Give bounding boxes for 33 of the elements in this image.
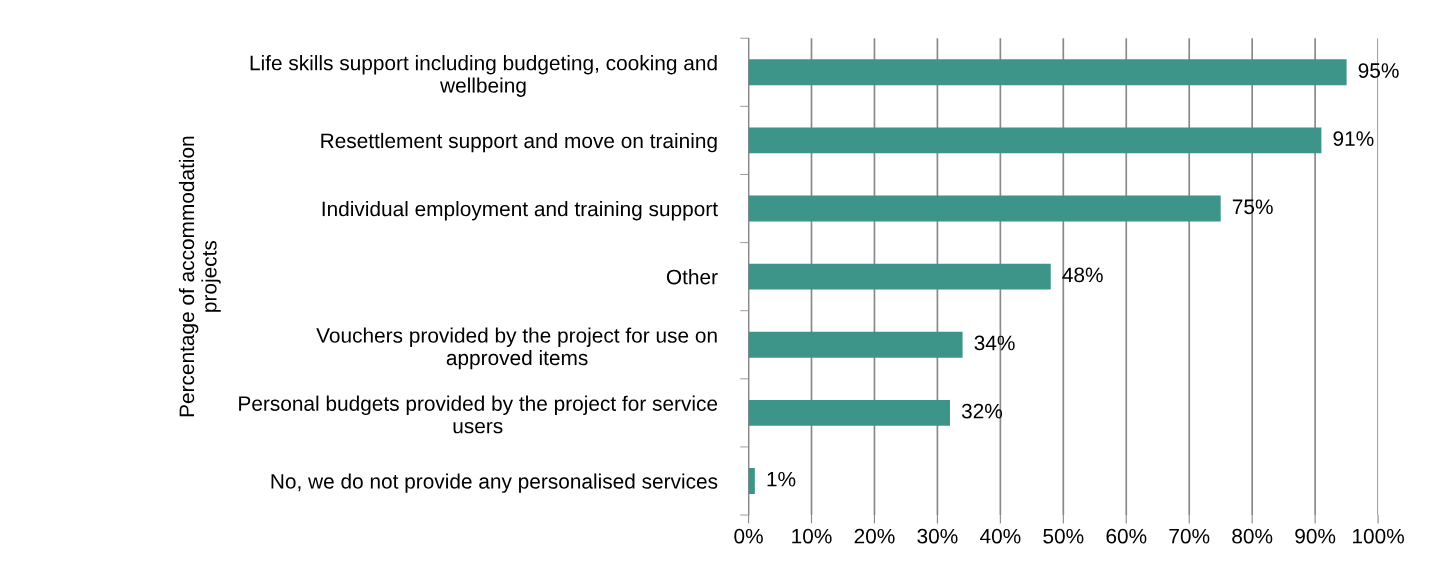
data-label: 1% [767,471,796,487]
x-tick-label: 20% [854,528,895,544]
y-axis-title: Percentage of accommodation projects [178,136,221,417]
y-tick-label: Other [666,269,718,285]
y-tick-label: Resettlement support and move on training [321,132,717,153]
y-tick-label: Vouchers provided by the project for use on approved items [316,327,717,370]
bar [748,127,1322,154]
data-label: 48% [1062,267,1103,283]
x-tick-label: 10% [792,528,832,544]
x-tick-label: 30% [917,528,958,544]
y-tick-label: Individual employment and training support [322,200,718,221]
data-label: 95% [1358,63,1399,78]
y-tick-label: Personal budgets provided by the project for service users [239,395,718,434]
x-tick-label: 0% [734,528,763,544]
data-label: 75% [1232,199,1273,215]
bar [748,399,950,426]
y-tick-label: No, we do not provide any personalised services [271,473,718,493]
x-tick-label: 70% [1169,528,1210,544]
bar [748,263,1051,290]
bar [748,331,963,358]
bar [748,468,755,494]
bar [748,195,1221,222]
x-tick-label: 90% [1295,528,1336,544]
x-tick-label: 80% [1232,528,1273,544]
data-label: 34% [974,335,1015,351]
x-tick-label: 40% [979,528,1021,544]
data-label: 91% [1333,131,1374,147]
data-label: 32% [961,403,1003,419]
x-tick-label: 100% [1353,528,1404,544]
bar [748,59,1347,86]
y-tick-label: Life skills support including budgeting, cooking and wellbeing [250,55,717,97]
x-tick-label: 60% [1106,528,1147,544]
x-tick-label: 50% [1043,528,1084,544]
